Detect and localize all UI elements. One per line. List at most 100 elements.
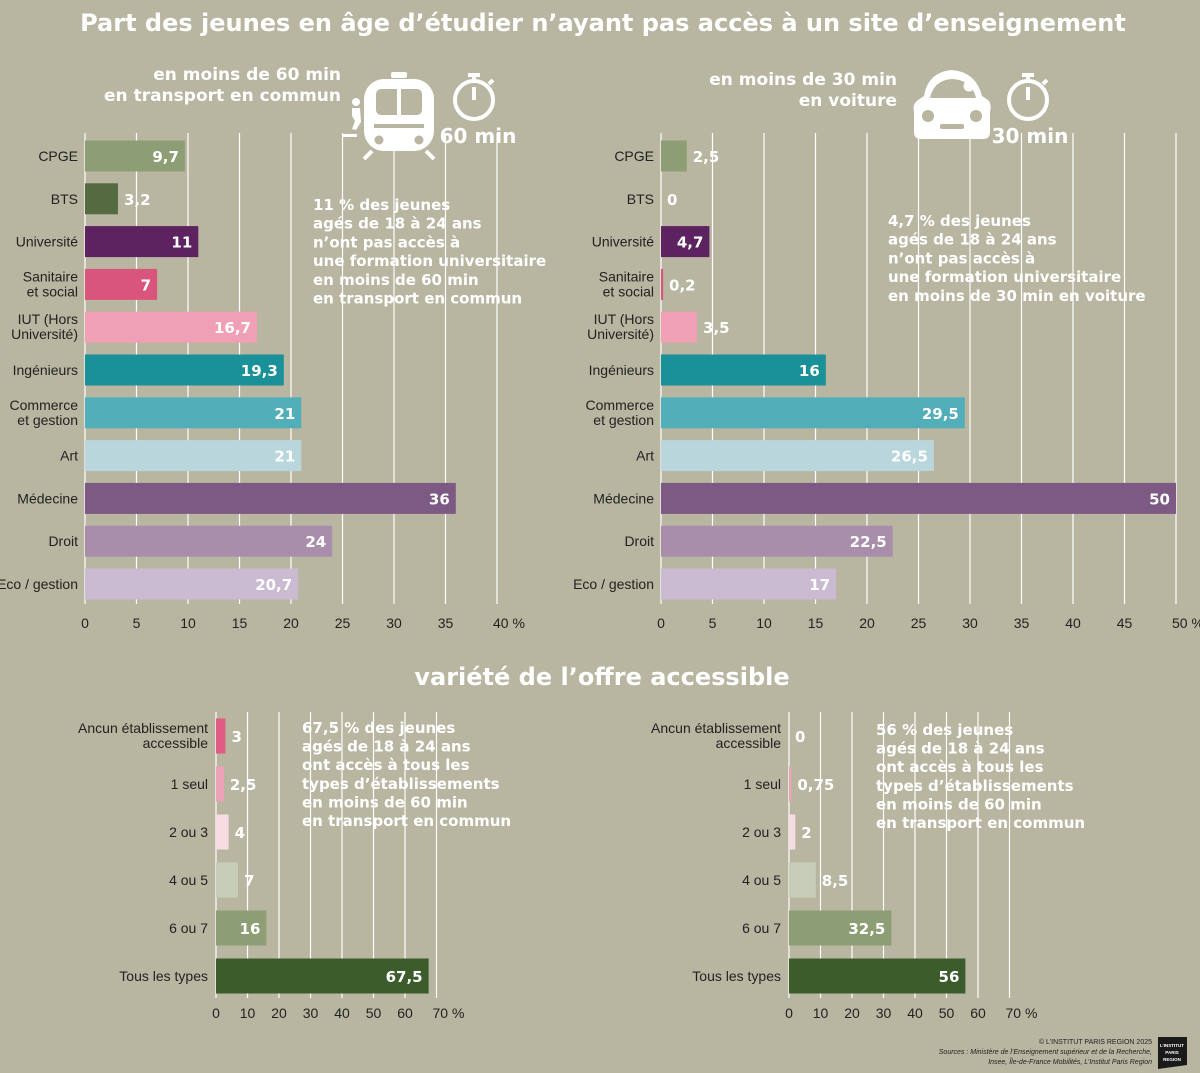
annotation-line: 67,5 % des jeunes [302,719,455,737]
category-label: 2 ou 3 [169,824,208,840]
bar [789,814,796,850]
annotation-line: 56 % des jeunes [876,721,1013,739]
panel1-heading-line2: en transport en commun [104,86,341,106]
panel2-header: en moins de 30 min en voiture 30 min [709,70,1068,148]
annotation-line: une formation universitaire [313,252,546,270]
x-tick-label: 50 [366,1005,382,1021]
x-tick-label: 25 [911,615,927,631]
value-label: 21 [274,405,295,423]
category-label: IUT (Hors [18,311,78,327]
car-icon [913,70,991,139]
category-label: et gestion [17,412,78,428]
bar [661,140,687,172]
x-tick-label: 10 [240,1005,256,1021]
value-label: 9,7 [152,148,179,166]
x-tick-label: 25 [335,615,351,631]
category-label: Université [592,234,654,250]
category-label: BTS [627,191,654,207]
category-label: Ingénieurs [13,362,78,378]
x-tick-label: 30 [962,615,978,631]
value-label: 67,5 [386,968,423,986]
panel1-header: en moins de 60 min en transport en commu… [104,65,517,161]
bar [85,268,158,300]
logo-line2: PARIS [1165,1050,1178,1055]
x-tick-label: 40 % [493,615,525,631]
bar [216,766,224,802]
annotation-line: n’ont pas accès à [313,233,460,251]
panel2-heading-line2: en voiture [799,91,897,111]
x-tick-label: 10 [813,1005,829,1021]
value-label: 2,5 [230,776,257,794]
x-tick-label: 60 [397,1005,413,1021]
panel1-timer-label: 60 min [440,124,517,148]
bar [85,525,333,557]
sources-line2: Insee, Île-de-France Mobilités, L’Instit… [988,1057,1152,1066]
category-label: Ancun établissement [651,720,781,736]
x-tick-label: 20 [859,615,875,631]
x-tick-label: 20 [271,1005,287,1021]
value-label: 3 [231,728,241,746]
tram-icon [362,72,436,161]
logo-line1: L’INSTITUT [1160,1043,1184,1048]
value-label: 0,2 [669,276,696,294]
category-label: et social [27,283,78,299]
annotation-line: agés de 18 à 24 ans [888,231,1057,249]
value-label: 16 [240,920,261,938]
annotation-line: ont accès à tous les [876,758,1044,776]
category-label: Tous les types [119,968,208,984]
category-label: 4 ou 5 [742,872,781,888]
logo-line3: REGION [1163,1057,1181,1062]
x-tick-label: 15 [232,615,248,631]
bar [216,862,239,898]
chart-panel-variety-transport: 0 10 20 30 40 50 60 70 % Ancun établissementacce… [78,712,511,1021]
bar [789,958,966,994]
category-label: BTS [51,191,78,207]
x-tick-label: 45 [1117,615,1133,631]
category-label: accessible [716,735,782,751]
bar [661,568,837,600]
annotation-line: types d’établissements [876,777,1074,795]
bar [85,226,199,258]
value-label: 17 [809,576,830,594]
annotation-line: ont accès à tous les [302,756,470,774]
category-label: Eco / gestion [0,576,78,592]
value-label: 16,7 [214,319,251,337]
category-label: Université) [587,326,654,342]
category-label: Droit [624,533,654,549]
value-label: 21 [274,448,295,466]
category-label: Sanitaire [23,268,78,284]
value-label: 36 [429,490,450,508]
x-tick-label: 15 [808,615,824,631]
bar [85,183,118,215]
category-label: 6 ou 7 [742,920,781,936]
bar [661,525,893,557]
bar [216,958,429,994]
value-label: 0 [795,728,805,746]
bar [661,482,1176,514]
chart-panel-variety-car: 0 10 20 30 40 50 60 70 %Ancun établissementacce… [651,712,1085,1021]
x-tick-label: 50 % [1172,615,1200,631]
x-tick-label: 5 [709,615,717,631]
x-tick-label: 5 [133,615,141,631]
category-label: et social [603,283,654,299]
value-label: 11 [171,234,192,252]
x-tick-label: 35 [1014,615,1030,631]
x-tick-label: 40 [907,1005,923,1021]
value-label: 19,3 [241,362,278,380]
footer: © L’INSTITUT PARIS REGION 2025 Sources :… [939,1037,1187,1069]
bar [85,311,258,343]
x-tick-label: 30 [303,1005,319,1021]
annotation-line: types d’établissements [302,775,500,793]
annotation-line: agés de 18 à 24 ans [876,740,1045,758]
x-tick-label: 35 [438,615,454,631]
panel1-heading-line1: en moins de 60 min [153,65,341,85]
bar [85,140,185,172]
stopwatch-icon [453,73,495,121]
category-label: 6 ou 7 [169,920,208,936]
annotation-line: en moins de 60 min [313,271,479,289]
category-label: Art [636,448,654,464]
bar [85,482,456,514]
value-label: 24 [305,533,326,551]
bar [216,910,267,946]
bar [789,862,816,898]
